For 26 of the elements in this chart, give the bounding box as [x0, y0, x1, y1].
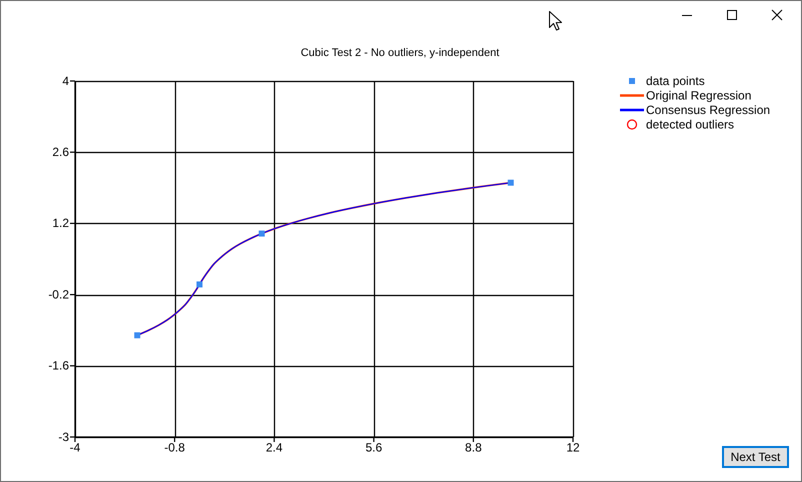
x-tick-label: -4: [70, 440, 81, 454]
y-tick-label: 4: [62, 74, 70, 88]
text: Next Test: [730, 450, 782, 464]
maximize-icon[interactable]: [727, 10, 737, 20]
button[interactable]: [722, 446, 789, 468]
y-tick-label: -0.2: [48, 287, 70, 302]
y-tick-label: -3: [58, 430, 70, 444]
x-tick-label: -0.8: [164, 440, 186, 454]
close-icon[interactable]: [772, 10, 782, 20]
x-tick-label: 8.8: [465, 440, 482, 454]
x-tick-label: 2.4: [266, 440, 283, 454]
point: [196, 281, 202, 288]
point: [258, 230, 265, 237]
chart-title: Cubic Test 2 - No outliers, y-independent: [300, 47, 500, 59]
minimize-icon[interactable]: [682, 15, 692, 16]
legend-label: detected outliers: [646, 118, 734, 132]
legend-label: Consensus Regression: [646, 103, 770, 118]
y-tick-label: -1.6: [48, 358, 70, 373]
y-tick-label: 1.2: [52, 216, 70, 230]
point: [134, 332, 140, 338]
x-tick-label: 12: [566, 440, 580, 454]
legend-label: Original Regression: [646, 88, 752, 103]
legend-label: data points: [646, 74, 705, 88]
y-tick-label: 2.6: [52, 145, 70, 160]
x-tick-label: 5.6: [365, 440, 382, 454]
point: [508, 180, 514, 186]
